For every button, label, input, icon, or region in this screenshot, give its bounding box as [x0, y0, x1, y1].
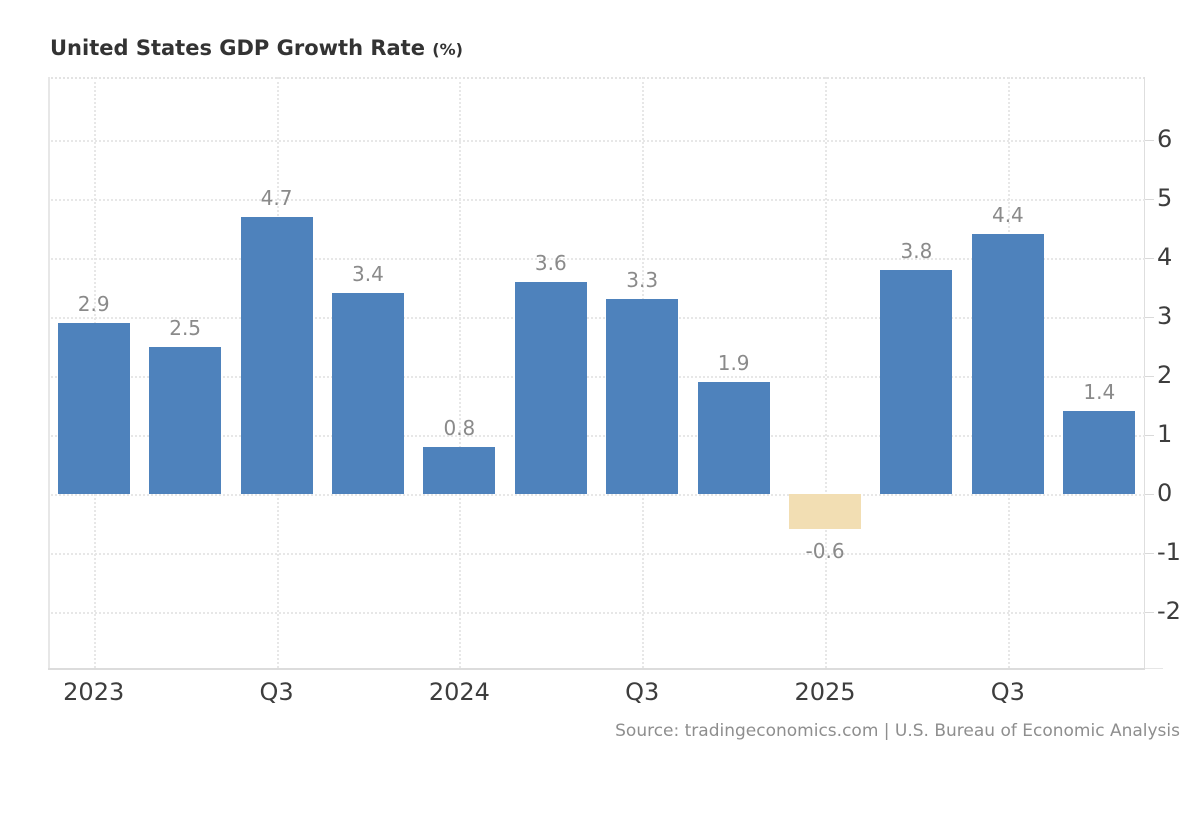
x-axis-tick-label: Q3 [990, 678, 1025, 706]
chart-title: United States GDP Growth Rate (%) [50, 36, 463, 60]
horizontal-gridline [48, 611, 1145, 614]
bar-value-label: 3.6 [534, 250, 567, 275]
x-axis-line [48, 668, 1145, 670]
x-axis-tick-label: 2023 [63, 678, 125, 706]
bar-2024-q4[interactable] [697, 381, 770, 494]
bar-value-label: -0.6 [805, 539, 845, 564]
plot-area: 2.9 2.5 4.7 3.4 0.8 3.6 3.3 1.9 -0.6 3.8 4.4 1.4 [48, 77, 1145, 670]
bar-2024-q3[interactable] [606, 299, 679, 494]
bar-2025-q2[interactable] [880, 269, 953, 494]
bar-value-label: 2.9 [77, 291, 110, 316]
bar-2023-q2[interactable] [149, 346, 222, 494]
y-axis-tick [1145, 258, 1154, 260]
x-axis-tick-label: Q3 [625, 678, 660, 706]
bar-2023-q4[interactable] [331, 293, 404, 494]
y-axis-tick-label: 6 [1157, 124, 1173, 153]
source-attribution: Source: tradingeconomics.com | U.S. Bure… [615, 721, 1180, 741]
bar-value-label: 0.8 [443, 415, 476, 440]
plot-border-top [48, 77, 1145, 79]
bar-2023-q3[interactable] [240, 216, 313, 494]
bar-value-label: 3.3 [626, 268, 659, 293]
y-axis-tick [1145, 611, 1154, 613]
x-axis-tick-label: 2025 [794, 678, 856, 706]
y-axis-tick-label: 5 [1157, 183, 1173, 212]
vertical-gridline [459, 77, 462, 668]
y-axis-line [1144, 77, 1145, 668]
y-axis-tick-label: -1 [1157, 537, 1181, 566]
bar-value-label: 3.4 [352, 262, 384, 287]
horizontal-gridline [48, 317, 1145, 320]
x-axis-tick-label: 2024 [428, 678, 490, 706]
vertical-gridline [825, 77, 828, 668]
y-axis-tick-label: 1 [1157, 419, 1173, 448]
bar-value-label: 4.4 [991, 203, 1024, 228]
y-axis-tick-label: 3 [1157, 301, 1173, 330]
y-axis-tick [1145, 376, 1154, 378]
bar-value-label: 1.4 [1083, 380, 1116, 405]
chart-title-text: United States GDP Growth Rate [50, 36, 425, 60]
horizontal-gridline [48, 199, 1145, 202]
bar-2025-q4[interactable] [1063, 411, 1136, 494]
y-axis-tick-label: 4 [1157, 242, 1173, 271]
bar-value-label: 4.7 [260, 185, 293, 210]
bar-value-label: 1.9 [717, 350, 750, 375]
bar-2024-q2[interactable] [514, 281, 587, 494]
y-axis-tick-label: 2 [1157, 360, 1173, 389]
horizontal-gridline [48, 435, 1145, 438]
y-axis-tick [1145, 317, 1154, 319]
plot-border-left [48, 77, 50, 668]
y-axis-tick-label: -2 [1157, 596, 1181, 625]
y-axis-tick-label: 0 [1157, 478, 1173, 507]
horizontal-gridline [48, 258, 1145, 261]
axis-corner-tick [1145, 668, 1163, 669]
y-axis-tick [1145, 552, 1154, 554]
bar-2023-q1[interactable] [57, 322, 130, 494]
horizontal-gridline [48, 494, 1145, 496]
bar-2025-q1[interactable] [789, 494, 862, 530]
horizontal-gridline [48, 140, 1145, 143]
y-axis-tick [1145, 435, 1154, 437]
y-axis-tick [1145, 140, 1154, 142]
bar-value-label: 3.8 [900, 238, 933, 263]
y-axis-tick [1145, 494, 1154, 495]
chart-title-unit: (%) [432, 40, 463, 59]
horizontal-gridline [48, 552, 1145, 555]
x-axis-tick-label: Q3 [259, 678, 294, 706]
bar-2024-q1[interactable] [423, 446, 496, 494]
horizontal-gridline [48, 376, 1145, 379]
bar-2025-q3[interactable] [971, 234, 1044, 494]
bar-value-label: 2.5 [169, 315, 202, 340]
y-axis-tick [1145, 199, 1154, 201]
